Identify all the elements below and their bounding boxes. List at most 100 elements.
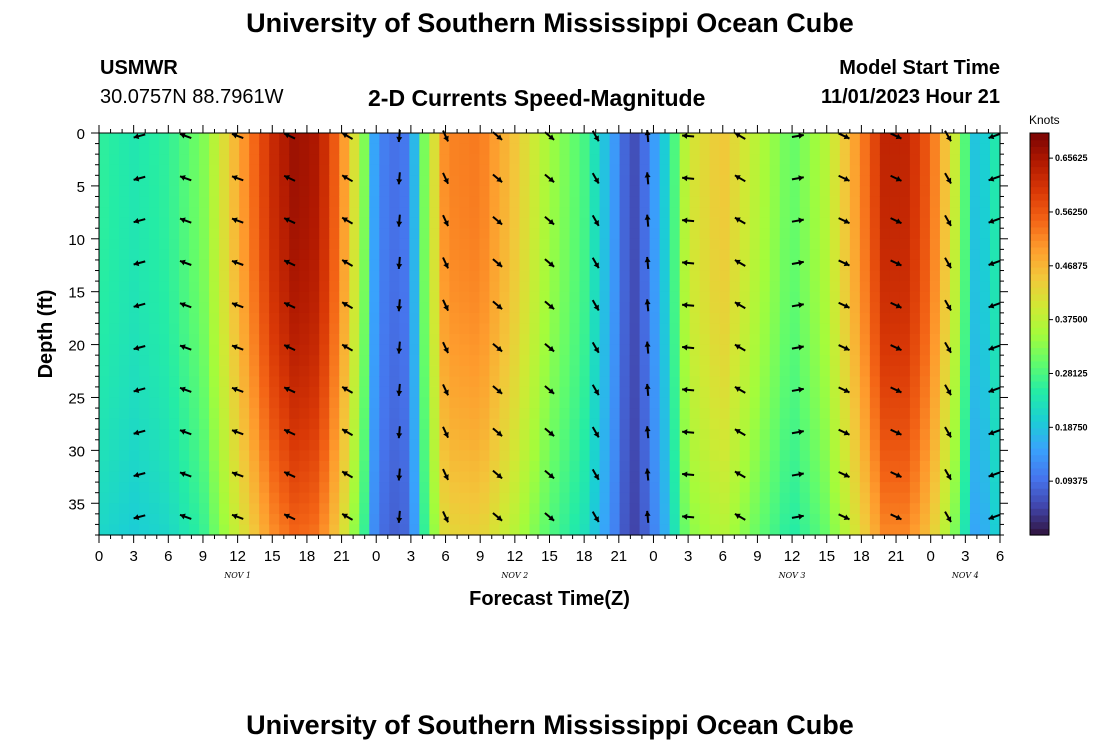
heatmap-cell [199,408,210,420]
heatmap-cell [259,302,270,314]
colorbar-segment [1030,206,1049,214]
heatmap-cell [529,302,541,314]
current-vector-arrow [133,344,146,351]
heatmap-cell [839,408,851,420]
heatmap-cell [129,503,140,515]
heatmap-cell [899,154,911,166]
heatmap-cell [259,238,270,250]
heatmap-cell [309,291,320,303]
heatmap-cell [689,228,701,240]
heatmap-cell [599,164,611,176]
heatmap-cell [789,281,801,293]
heatmap-cell [989,513,1001,526]
heatmap-cell [329,471,340,483]
heatmap-cell [229,482,240,494]
heatmap-cell [329,323,340,335]
heatmap-cell [209,524,220,536]
heatmap-cell [169,471,180,483]
heatmap-cell [149,270,160,282]
heatmap-cell [739,376,751,388]
current-vector-arrow [341,132,354,140]
heatmap-cell [539,302,551,314]
page-title: University of Southern Mississippi Ocean… [246,8,854,38]
heatmap-cell [189,355,200,367]
heatmap-cell [549,365,561,377]
heatmap-cell [769,513,781,526]
heatmap-cell [779,291,791,303]
heatmap-cell [219,217,230,229]
heatmap-cell [799,355,811,367]
heatmap-cell [299,323,310,335]
heatmap-cell [459,291,471,303]
heatmap-cell [609,492,621,504]
current-vector-arrow [492,216,503,226]
heatmap-cell [439,249,450,261]
heatmap-cell [789,450,801,462]
heatmap-cell [939,376,951,388]
heatmap-cell [849,450,861,462]
heatmap-cell [109,249,120,261]
heatmap-cell [129,291,140,303]
heatmap-cell [799,450,811,462]
heatmap-cell [559,302,571,314]
heatmap-cell [449,397,460,409]
heatmap-cell [169,365,180,377]
heatmap-cell [629,524,641,536]
heatmap-cell [139,365,150,377]
heatmap-cell [989,471,1001,483]
heatmap-cell [949,196,961,208]
heatmap-cell [919,164,931,176]
current-vector-arrow [283,471,296,478]
current-vector-arrow [442,384,449,396]
heatmap-cell [639,386,651,399]
heatmap-cell [959,154,971,166]
heatmap-cell [929,418,941,430]
heatmap-cell [369,524,380,536]
heatmap-cell [559,524,571,536]
heatmap-cell [299,249,310,261]
heatmap-cell [899,376,911,388]
heatmap-cell [969,471,981,483]
heatmap-cell [819,249,831,261]
heatmap-cell [599,482,611,494]
heatmap-cell [989,429,1001,441]
heatmap-cell [339,397,350,409]
heatmap-cell [319,143,330,155]
heatmap-cell [479,217,491,229]
heatmap-cell [919,408,931,420]
current-vector-arrow [133,514,146,520]
heatmap-cell [149,418,160,430]
heatmap-cell [369,143,380,155]
heatmap-cell [559,196,571,208]
heatmap-cell [239,524,250,536]
heatmap-cell [969,281,981,293]
heatmap-cell [419,376,430,388]
heatmap-cell [829,259,841,272]
heatmap-cell [859,482,871,494]
heatmap-cell [589,185,601,198]
heatmap-cell [509,460,521,473]
heatmap-cell [679,143,691,155]
heatmap-cell [679,270,691,282]
colorbar-segment [1030,481,1049,489]
heatmap-cell [599,439,611,451]
heatmap-cell [439,482,450,494]
heatmap-cell [889,524,901,536]
heatmap-cell [889,259,901,272]
heatmap-cell [339,482,350,494]
heatmap-cell [769,323,781,335]
heatmap-cell [959,323,971,335]
heatmap-cell [199,249,210,261]
heatmap-cell [949,175,961,187]
heatmap-cell [259,270,270,282]
heatmap-cell [199,281,210,293]
heatmap-cell [269,259,280,272]
heatmap-cell [469,217,481,229]
heatmap-cell [909,281,921,293]
heatmap-cell [689,429,701,441]
heatmap-cell [339,164,350,176]
heatmap-cell [149,408,160,420]
heatmap-cell [139,164,150,176]
colorbar-segment [1030,347,1049,355]
heatmap-cell [989,460,1001,473]
